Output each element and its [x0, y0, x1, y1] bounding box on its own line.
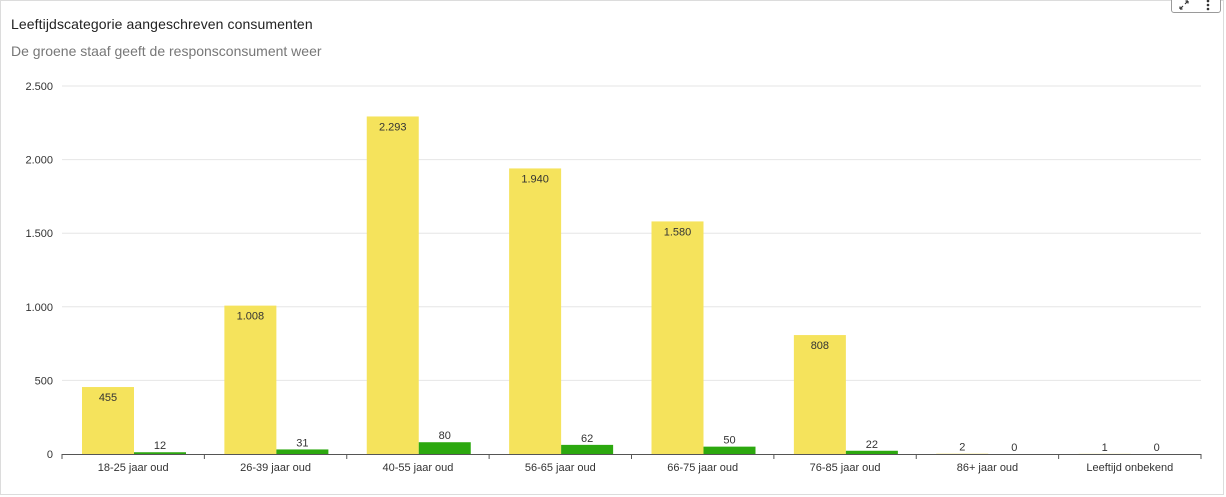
data-label: 808 — [811, 340, 829, 352]
y-tick-label: 0 — [47, 449, 53, 461]
x-tick-label: 56-65 jaar oud — [525, 462, 596, 474]
y-tick-label: 2.000 — [25, 155, 53, 167]
x-tick-label: 66-75 jaar oud — [667, 462, 738, 474]
bar-consumers — [82, 387, 134, 454]
bar-response — [418, 442, 471, 454]
data-label: 1 — [1102, 442, 1108, 454]
bar-response — [134, 452, 186, 454]
data-label: 50 — [723, 435, 735, 447]
data-label: 2 — [959, 442, 965, 454]
data-label: 0 — [1154, 442, 1160, 454]
data-label: 22 — [866, 439, 878, 451]
bar-response — [845, 450, 898, 454]
more-vertical-icon[interactable] — [1199, 0, 1217, 11]
x-tick-label: 86+ jaar oud — [957, 462, 1018, 474]
bar-consumers — [651, 221, 704, 454]
bar-consumers — [793, 335, 846, 454]
bar-consumers — [509, 168, 562, 454]
bar-response — [561, 444, 614, 454]
data-label: 62 — [581, 433, 593, 445]
x-tick-label: 76-85 jaar oud — [810, 462, 881, 474]
y-tick-label: 1.000 — [25, 302, 53, 314]
expand-icon[interactable] — [1175, 0, 1193, 11]
y-tick-label: 1.500 — [25, 228, 53, 240]
chart-toolbar — [1171, 0, 1221, 13]
data-label: 2.293 — [379, 121, 407, 133]
bar-consumers — [224, 305, 277, 454]
chart-title: Leeftijdscategorie aangeschreven consume… — [11, 16, 313, 32]
data-label: 1.008 — [237, 311, 265, 323]
bar-consumers — [366, 116, 419, 454]
x-tick-label: 18-25 jaar oud — [98, 462, 169, 474]
data-label: 1.940 — [521, 173, 549, 185]
y-tick-label: 2.500 — [25, 81, 53, 93]
x-tick-label: 26-39 jaar oud — [240, 462, 311, 474]
data-label: 1.580 — [664, 226, 692, 238]
bar-response — [703, 446, 756, 454]
data-label: 455 — [99, 392, 117, 404]
bar-response — [276, 449, 329, 454]
data-label: 12 — [154, 440, 166, 452]
chart-subtitle: De groene staaf geeft de responsconsumen… — [11, 43, 322, 59]
y-tick-label: 500 — [35, 375, 53, 387]
data-label: 80 — [439, 430, 451, 442]
data-label: 0 — [1011, 442, 1017, 454]
x-tick-label: 40-55 jaar oud — [382, 462, 453, 474]
x-tick-label: Leeftijd onbekend — [1086, 462, 1173, 474]
data-label: 31 — [296, 437, 308, 449]
